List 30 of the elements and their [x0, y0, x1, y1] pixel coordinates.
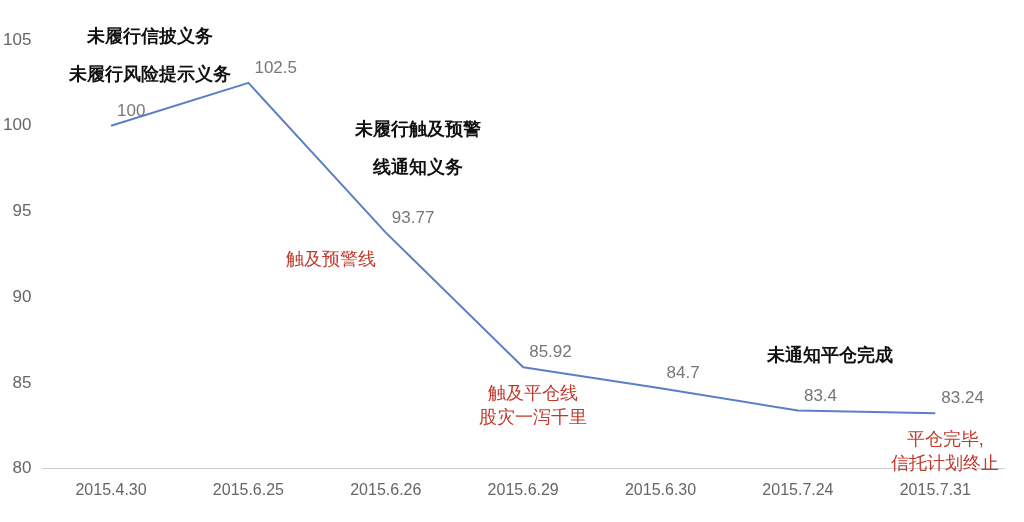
annotation: 未履行触及预警 — [354, 118, 481, 139]
y-tick-label: 95 — [12, 201, 32, 221]
data-label: 84.7 — [666, 363, 700, 383]
annotation: 平仓完毕, — [906, 429, 984, 450]
annotation: 线通知义务 — [372, 156, 463, 177]
annotation: 未履行风险提示义务 — [68, 63, 231, 84]
annotation: 信托计划终止 — [891, 453, 1000, 474]
x-tick-label: 2015.6.26 — [350, 480, 422, 498]
x-tick-label: 2015.7.31 — [899, 480, 971, 498]
data-label: 93.77 — [391, 207, 435, 227]
y-tick-label: 100 — [2, 115, 32, 135]
data-label: 85.92 — [529, 342, 572, 362]
annotation: 未履行信披义务 — [86, 25, 213, 46]
x-tick-label: 2015.6.30 — [624, 480, 697, 498]
annotation: 触及预警线 — [285, 248, 376, 269]
annotation: 触及平仓线 — [488, 383, 579, 404]
y-tick-label: 80 — [12, 458, 32, 478]
data-label: 83.4 — [803, 385, 838, 405]
data-label: 100 — [117, 100, 146, 120]
annotation: 股灾一泻千里 — [479, 407, 588, 428]
annotation: 未通知平仓完成 — [766, 344, 893, 365]
x-tick-label: 2015.7.24 — [762, 480, 834, 498]
data-label: 83.24 — [941, 388, 984, 408]
x-tick-label: 2015.6.29 — [487, 480, 559, 498]
y-tick-label: 105 — [2, 29, 32, 49]
x-tick-label: 2015.6.25 — [212, 480, 285, 498]
data-label: 102.5 — [254, 58, 297, 78]
y-tick-label: 85 — [12, 372, 32, 392]
x-tick-label: 2015.4.30 — [75, 480, 147, 498]
y-tick-label: 90 — [12, 286, 32, 306]
